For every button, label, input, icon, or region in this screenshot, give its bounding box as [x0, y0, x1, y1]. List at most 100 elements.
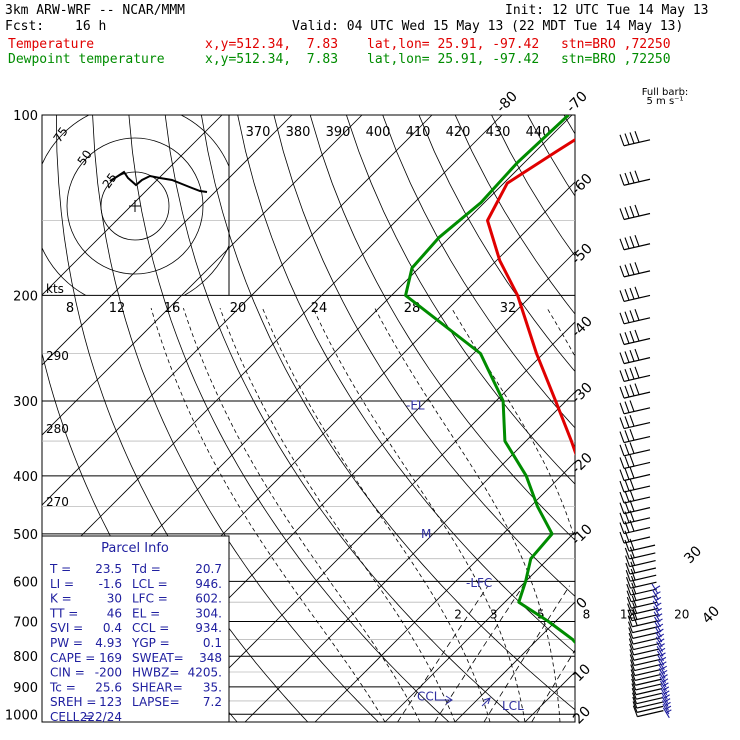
wind-barb-flag — [630, 664, 636, 676]
wind-barb-flag — [627, 609, 633, 621]
dry-adiabat-line — [237, 115, 575, 654]
moist-adiabat-line — [219, 307, 456, 722]
wind-barb-flag — [624, 237, 630, 249]
isotherm-label: -80 — [493, 88, 520, 115]
low-level-wind-barb — [651, 589, 661, 600]
parcel-row-value: 222/24 — [80, 710, 122, 724]
speed-tick-label: 12 — [109, 301, 126, 316]
isotherm-line — [42, 115, 223, 296]
wind-barb-flag — [629, 510, 635, 522]
isotherm-label: 30 — [681, 543, 705, 567]
wind-barb — [626, 589, 658, 603]
wind-barb-staff — [629, 567, 657, 575]
wind-barb — [625, 561, 657, 575]
dewpoint-legend-latlon: lat,lon= 25.91, -97.42 — [367, 52, 540, 67]
theta-label-left: 270 — [46, 495, 69, 509]
wind-barb-flag — [627, 615, 633, 627]
wind-barb — [632, 692, 663, 705]
wind-barb-flag — [619, 402, 625, 414]
dry-adiabat-line — [273, 115, 575, 597]
moist-adiabat-line — [150, 307, 386, 722]
low-level-wind-barb — [654, 616, 663, 628]
forecast-label: Fcst: — [5, 19, 45, 34]
wind-barb-flag — [624, 133, 630, 145]
hodograph-kts-label: kts — [46, 282, 64, 296]
wind-barb — [619, 262, 651, 278]
parcel-row-value: 0.4 — [103, 621, 122, 635]
wind-barb-staff — [623, 435, 651, 444]
valid-time: Valid: 04 UTC Wed 15 May 13 (22 MDT Tue … — [292, 19, 684, 34]
parcel-row-value: 123 — [99, 695, 122, 709]
wind-barb-staff — [634, 658, 661, 667]
mixing-ratio-label: 3 — [490, 607, 498, 621]
wind-barb-flag — [632, 696, 638, 709]
wind-barb-flag — [624, 430, 630, 442]
wind-barb-flag — [624, 456, 630, 468]
pressure-label: 300 — [13, 395, 38, 410]
wind-barb — [632, 705, 664, 718]
pressure-label: 700 — [13, 615, 38, 630]
pressure-label: 1000 — [5, 708, 38, 723]
dry-adiabat-line — [491, 115, 575, 257]
wind-barb-flag — [634, 329, 640, 342]
wind-barb — [631, 687, 663, 700]
wind-barb-staff — [623, 496, 651, 504]
parcel-row-value: 304. — [195, 606, 222, 620]
parcel-row-label: YGP = — [131, 636, 170, 650]
mixing-ratio-line — [397, 585, 489, 722]
mixing-ratio-label: 5 — [537, 607, 545, 621]
wind-barb-flag — [631, 687, 637, 700]
wind-barb-flag — [629, 478, 635, 490]
isotherm-line — [524, 671, 575, 722]
parcel-row-value: 4.93 — [95, 636, 122, 650]
dry-adiabat-line — [600, 115, 740, 722]
isotherm-label: -40 — [568, 313, 595, 340]
wind-barb — [619, 500, 651, 515]
wind-barb-flag — [630, 669, 636, 681]
wind-barb-flag — [634, 309, 640, 321]
wind-barb-staff — [628, 544, 656, 552]
barb-legend-unit: 5 m s⁻¹ — [647, 96, 684, 107]
dry-adiabat-line — [382, 115, 575, 429]
wind-barb-staff — [623, 536, 651, 544]
hodograph-ring — [100, 171, 170, 241]
level-annotation: M — [421, 527, 431, 541]
parcel-row-label: Td = — [131, 562, 161, 576]
parcel-row-label: Tc = — [49, 680, 76, 694]
wind-barb-flag — [624, 332, 630, 344]
wind-barb-flag — [624, 369, 630, 381]
wind-barb-staff — [630, 581, 657, 589]
parcel-row-label: K = — [50, 592, 72, 606]
wind-barb — [619, 519, 651, 535]
wind-barb-flag — [619, 333, 625, 345]
temperature-legend-latlon: lat,lon= 25.91, -97.42 — [367, 37, 540, 52]
wind-barb-flag — [624, 479, 630, 492]
wind-barb-flag — [628, 627, 634, 639]
wind-barb-staff — [631, 614, 659, 622]
dry-adiabat-line — [92, 115, 379, 722]
isotherm-line — [42, 115, 503, 576]
low-level-wind-barb — [652, 600, 662, 612]
wind-barb — [629, 649, 661, 661]
wind-barb-flag — [634, 234, 640, 247]
wind-barb-flag — [630, 575, 636, 588]
wind-barb-flag — [619, 457, 625, 469]
wind-barb-flag — [619, 174, 625, 186]
dry-adiabat-line — [709, 115, 740, 722]
wind-barb-flag — [629, 454, 635, 467]
isotherm-line — [42, 115, 363, 436]
wind-barb-flag — [619, 480, 625, 493]
wind-barb — [619, 428, 651, 444]
wind-barb-flag — [632, 608, 638, 620]
wind-barb-staff — [623, 357, 651, 365]
wind-barb-flag — [619, 265, 625, 278]
speed-tick-label: 24 — [311, 301, 328, 316]
moist-adiabat-line — [546, 307, 575, 358]
wind-barb — [619, 454, 651, 470]
low-level-wind-barb — [654, 626, 664, 638]
wind-barb — [619, 400, 651, 415]
wind-barb — [629, 643, 660, 656]
wind-barb-flag — [624, 311, 630, 323]
wind-barb-flag — [619, 290, 625, 302]
parcel-row-label: SVI = — [50, 621, 83, 635]
